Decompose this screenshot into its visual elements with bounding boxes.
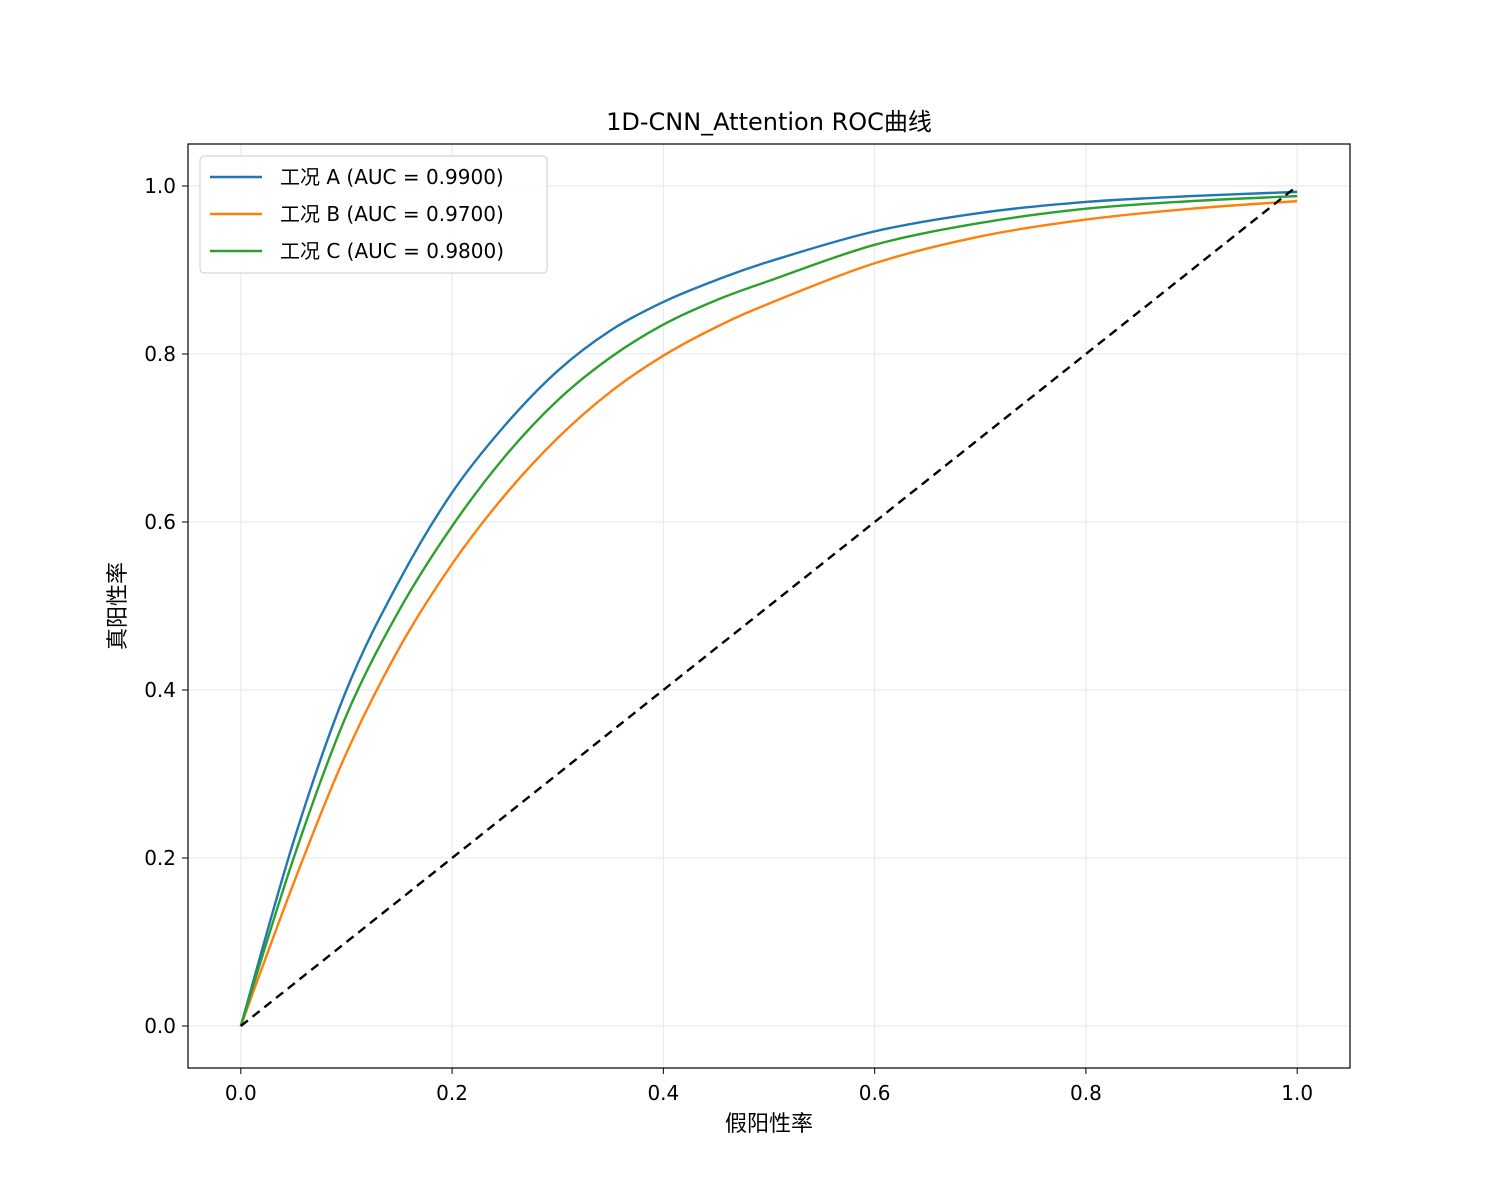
x-tick-label: 0.8 — [1070, 1081, 1102, 1105]
legend-entry: 工况 A (AUC = 0.9900) — [280, 165, 504, 189]
legend-box — [199, 155, 548, 274]
series-layer — [239, 185, 1298, 1027]
legend-entry: 工况 C (AUC = 0.9800) — [280, 239, 504, 263]
series-line-2 — [239, 194, 1298, 1027]
x-tick-label: 1.0 — [1281, 1081, 1313, 1105]
chart-title: 1D-CNN_Attention ROC曲线 — [606, 108, 932, 136]
legend-entry: 工况 B (AUC = 0.9700) — [280, 202, 504, 226]
y-tick-label: 1.0 — [144, 174, 176, 198]
legend: 工况 A (AUC = 0.9900) 工况 B (AUC = 0.9700) 工况… — [199, 155, 548, 274]
y-tick-label: 0.2 — [144, 846, 176, 870]
x-tick-label: 0.6 — [859, 1081, 891, 1105]
plot-frame — [187, 143, 1351, 1069]
y-tick-label: 0.0 — [144, 1014, 176, 1038]
series-line-1 — [239, 199, 1298, 1027]
y-tick-label: 0.8 — [144, 342, 176, 366]
x-tick-label: 0.0 — [225, 1081, 257, 1105]
x-tick-label: 0.4 — [647, 1081, 679, 1105]
y-axis-label: 真阳性率 — [106, 562, 131, 650]
ticks: 0.0 0.2 0.4 0.6 0.8 1.0 0.0 0.2 0.4 0.6 0.8 1.0 — [144, 174, 1313, 1105]
y-tick-label: 0.6 — [144, 510, 176, 534]
y-tick-label: 0.4 — [144, 678, 176, 702]
grid — [188, 144, 1350, 1068]
x-axis-label: 假阳性率 — [725, 1112, 813, 1137]
series-line-0 — [239, 190, 1298, 1027]
x-tick-label: 0.2 — [436, 1081, 468, 1105]
